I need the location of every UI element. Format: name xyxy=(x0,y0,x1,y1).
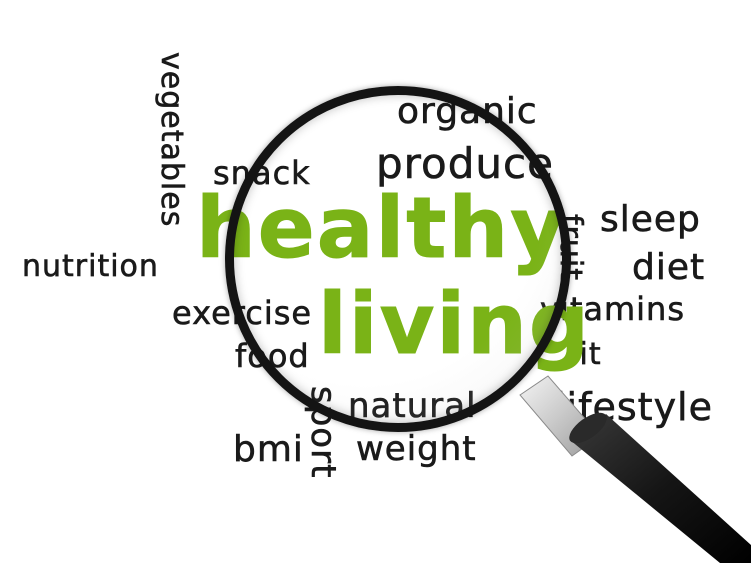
word-fit: fit xyxy=(568,337,602,372)
magnifier-handle-cap xyxy=(569,412,607,444)
word-bmi: bmi xyxy=(233,429,304,470)
magnifier-lens xyxy=(225,86,571,432)
word-diet: diet xyxy=(632,247,706,288)
word-sleep: sleep xyxy=(600,199,701,240)
word-weight: weight xyxy=(356,429,477,469)
word-nutrition: nutrition xyxy=(22,249,159,284)
magnifier-handle xyxy=(570,414,751,563)
